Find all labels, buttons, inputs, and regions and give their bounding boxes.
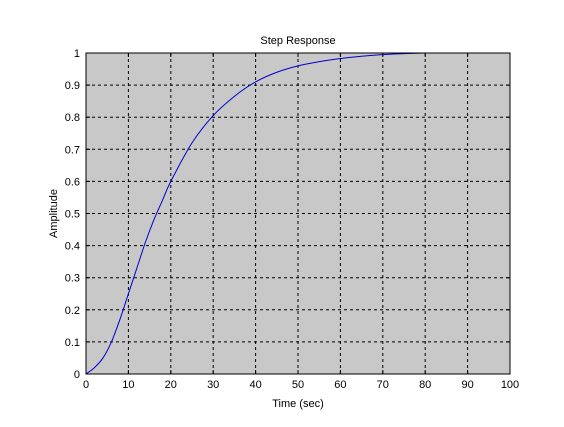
y-tick-label: 0.3: [65, 273, 80, 285]
chart-title: Step Response: [260, 35, 335, 47]
y-axis-label: Amplitude: [48, 189, 60, 238]
x-tick-label: 100: [501, 379, 519, 391]
y-tick-label: 0.5: [65, 209, 80, 221]
x-tick-label: 40: [249, 379, 261, 391]
x-tick-label: 80: [419, 379, 431, 391]
y-tick-label: 0: [74, 369, 80, 381]
y-tick-label: 0.1: [65, 337, 80, 349]
x-tick-label: 20: [165, 379, 177, 391]
y-tick-label: 0.8: [65, 112, 80, 124]
x-tick-label: 60: [334, 379, 346, 391]
x-axis-label: Time (sec): [272, 398, 324, 410]
y-tick-label: 0.4: [65, 241, 80, 253]
x-tick-label: 70: [377, 379, 389, 391]
y-tick-label: 1: [74, 48, 80, 60]
x-tick-label: 90: [461, 379, 473, 391]
x-tick-label: 50: [292, 379, 304, 391]
ticks: 0 10 20 30 40 50 60 70 80 90 100 0 0.1 0.2 0.3 0.4 0.5 0.…: [65, 48, 519, 391]
series-line: [85, 52, 426, 375]
y-tick-label: 0.6: [65, 176, 80, 188]
x-tick-label: 30: [207, 379, 219, 391]
y-tick-label: 0.7: [65, 144, 80, 156]
x-tick-label: 0: [83, 379, 89, 391]
grid: [86, 53, 510, 374]
y-tick-label: 0.9: [65, 80, 80, 92]
x-tick-label: 10: [122, 379, 134, 391]
y-tick-label: 0.2: [65, 305, 80, 317]
